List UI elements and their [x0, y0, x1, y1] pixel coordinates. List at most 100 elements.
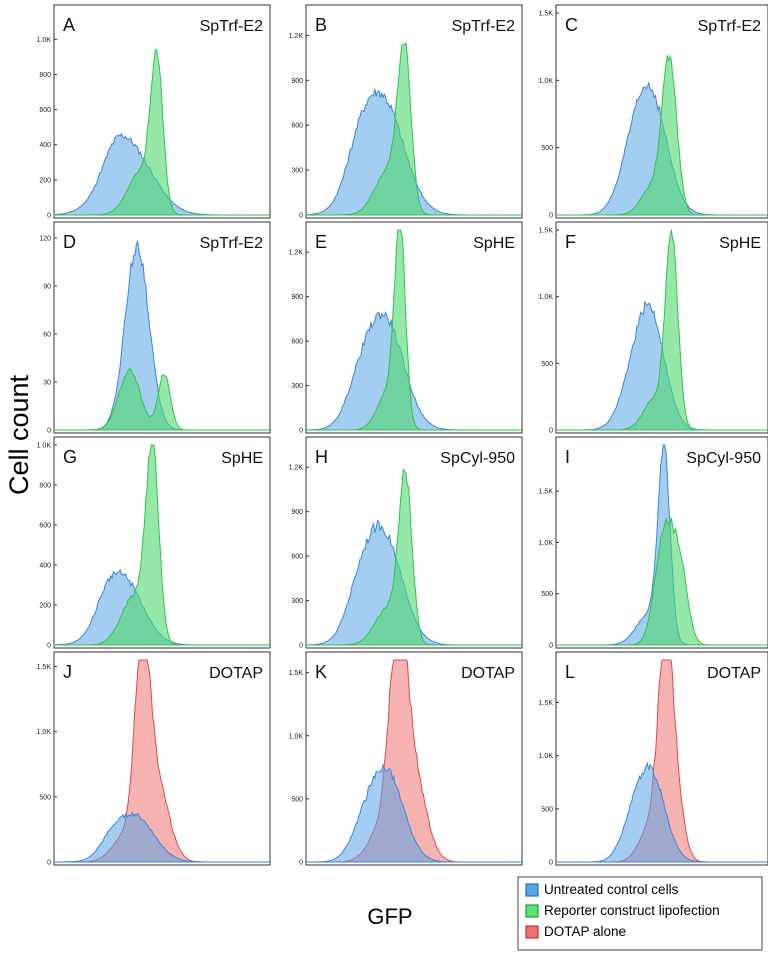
- y-tick-label: 1.0K: [539, 78, 554, 85]
- y-tick-label: 0: [549, 428, 553, 435]
- panel-letter: I: [565, 447, 570, 467]
- legend-label-untreated: Untreated control cells: [544, 882, 679, 897]
- y-tick-label: 500: [541, 145, 553, 152]
- histogram-green: [556, 517, 768, 646]
- y-tick-label: 0: [47, 860, 51, 867]
- y-tick-label: 200: [39, 603, 51, 610]
- y-tick-label: 500: [39, 794, 51, 801]
- y-tick-label: 800: [39, 483, 51, 490]
- panel-E: 0 300 600 900 1.2K E SpHE: [289, 221, 523, 435]
- y-tick-label: 600: [39, 523, 51, 530]
- y-tick-label: 0: [47, 643, 51, 650]
- y-tick-label: 1.5K: [539, 228, 554, 235]
- panel-letter: A: [63, 15, 75, 35]
- y-tick-label: 1.5K: [289, 670, 304, 677]
- y-tick-label: 500: [291, 796, 303, 803]
- y-tick-label: 1.0K: [539, 294, 554, 301]
- y-tick-label: 90: [43, 284, 51, 291]
- y-tick-label: 1.5K: [539, 11, 554, 18]
- y-tick-label: 0: [299, 860, 303, 867]
- panel-letter: E: [315, 232, 327, 252]
- histogram-green: [306, 468, 522, 646]
- panel-letter: L: [565, 662, 575, 682]
- y-tick-label: 600: [291, 339, 303, 346]
- panel-C: 0 500 1.0K 1.5K C SpTrf-E2: [539, 4, 768, 220]
- y-tick-label: 60: [43, 332, 51, 339]
- y-tick-label: 500: [541, 591, 553, 598]
- y-tick-label: 600: [291, 123, 303, 130]
- legend-label-reporter: Reporter construct lipofection: [544, 903, 720, 918]
- panel-L: 0 500 1.0K 1.5K L DOTAP: [539, 651, 768, 867]
- histogram-green: [556, 229, 768, 431]
- y-tick-label: 300: [291, 168, 303, 175]
- y-tick-label: 400: [39, 563, 51, 570]
- histogram-green: [54, 367, 270, 431]
- panel-B: 0 300 600 900 1.2K B SpTrf-E2: [289, 4, 523, 220]
- legend-box: [517, 876, 763, 951]
- y-tick-label: 0: [549, 860, 553, 867]
- y-tick-label: 900: [291, 78, 303, 85]
- y-tick-label: 1.0K: [37, 729, 52, 736]
- histogram-blue: [54, 811, 270, 863]
- panel-I: 0 500 1.0K 1.5K I SpCyl-950: [539, 436, 768, 650]
- y-tick-label: 1.5K: [37, 664, 52, 671]
- histogram-green: [306, 229, 522, 431]
- y-tick-label: 800: [39, 72, 51, 79]
- legend-swatch-untreated: [525, 883, 539, 897]
- histogram-blue: [306, 763, 522, 863]
- histogram-green: [556, 54, 768, 216]
- y-tick-label: 120: [39, 236, 51, 243]
- panel-label: DOTAP: [707, 665, 761, 682]
- panel-label: SpTrf-E2: [200, 18, 264, 35]
- y-tick-label: 600: [39, 107, 51, 114]
- y-tick-label: 200: [39, 177, 51, 184]
- y-tick-label: 0: [299, 643, 303, 650]
- panel-K: 0 500 1.0K 1.5K K DOTAP: [289, 651, 523, 867]
- y-tick-label: 1.2K: [289, 33, 304, 40]
- y-tick-label: 900: [291, 294, 303, 301]
- panel-label: SpCyl-950: [440, 450, 515, 467]
- y-tick-label: 0: [299, 213, 303, 220]
- x-axis-label: GFP: [367, 904, 412, 929]
- y-tick-label: 0: [47, 428, 51, 435]
- histogram-green: [54, 49, 270, 216]
- y-tick-label: 300: [291, 383, 303, 390]
- histogram-green: [54, 444, 270, 646]
- y-tick-label: 500: [541, 806, 553, 813]
- panel-G: 0 200 400 600 800 1.0K G SpHE: [37, 436, 271, 650]
- legend-label-dotap: DOTAP alone: [544, 924, 626, 939]
- histogram-blue: [556, 761, 768, 863]
- panel-label: SpTrf-E2: [698, 18, 762, 35]
- y-tick-label: 0: [47, 213, 51, 220]
- y-tick-label: 600: [291, 554, 303, 561]
- panel-label: DOTAP: [461, 665, 515, 682]
- panel-label: SpHE: [473, 235, 515, 252]
- y-tick-label: 1.5K: [539, 489, 554, 496]
- panel-label: DOTAP: [209, 665, 263, 682]
- panel-label: SpTrf-E2: [452, 18, 516, 35]
- y-tick-label: 1.2K: [289, 465, 304, 472]
- panel-letter: C: [565, 15, 578, 35]
- y-tick-label: 1.5K: [539, 700, 554, 707]
- y-tick-label: 0: [299, 428, 303, 435]
- legend: Untreated control cells Reporter constru…: [517, 876, 763, 951]
- y-tick-label: 1.0K: [37, 37, 52, 44]
- y-tick-label: 30: [43, 380, 51, 387]
- y-tick-label: 1.0K: [539, 540, 554, 547]
- y-tick-label: 400: [39, 142, 51, 149]
- legend-swatch-dotap: [525, 925, 539, 939]
- panel-letter: D: [63, 232, 76, 252]
- panel-F: 0 500 1.0K 1.5K F SpHE: [539, 221, 768, 435]
- panel-label: SpHE: [221, 450, 263, 467]
- y-axis-label: Cell count: [4, 374, 34, 495]
- y-tick-label: 0: [549, 213, 553, 220]
- y-tick-label: 1.2K: [289, 250, 304, 257]
- panel-D: 0 30 60 90 120 D SpTrf-E2: [39, 221, 271, 435]
- panel-letter: B: [315, 15, 327, 35]
- panel-J: 0 500 1.0K 1.5K J DOTAP: [37, 651, 271, 867]
- legend-swatch-reporter: [525, 904, 539, 918]
- panel-label: SpHE: [719, 235, 761, 252]
- y-tick-label: 1.0K: [289, 733, 304, 740]
